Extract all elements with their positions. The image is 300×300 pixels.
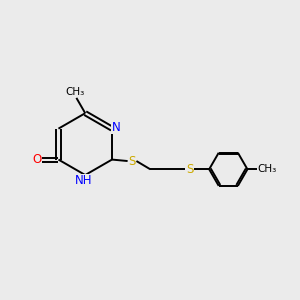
Text: N: N [111,121,120,134]
Text: NH: NH [75,174,92,187]
Text: CH₃: CH₃ [257,164,277,174]
Text: S: S [186,163,194,176]
Text: S: S [129,154,136,167]
Text: CH₃: CH₃ [65,87,85,97]
Text: O: O [33,153,42,166]
